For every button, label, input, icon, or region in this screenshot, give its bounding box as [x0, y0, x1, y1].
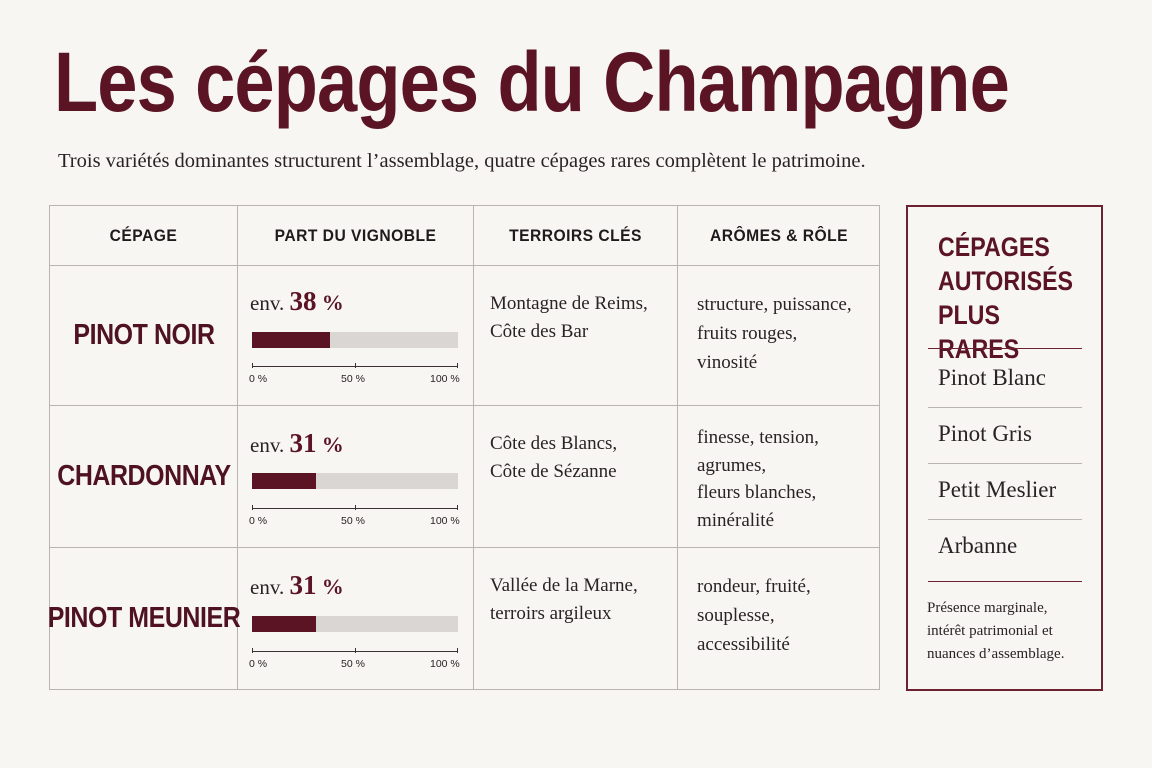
rare-divider [928, 519, 1082, 520]
arome-line: finesse, tension, [697, 427, 819, 448]
arome-line: vinosité [697, 352, 758, 373]
terroirs-cell: Côte des Blancs, Côte de Sézanne [490, 430, 617, 486]
rare-note-line: nuances d’assemblage. [927, 646, 1065, 662]
axis-label-100: 100 % [430, 373, 460, 385]
share-bar-fill [252, 332, 331, 348]
share-label: env. 38 % [250, 286, 470, 317]
grape-table: CÉPAGE PART DU VIGNOBLE TERROIRS CLÉS AR… [47, 205, 880, 690]
rare-divider [928, 581, 1082, 582]
terroir-line: Montagne de Reims, [490, 293, 648, 314]
rare-grapes-panel: CÉPAGES AUTORISÉS PLUS RARES Pinot Blanc… [906, 205, 1103, 691]
share-percent: 31 [289, 428, 317, 458]
share-bar-fill [252, 473, 316, 489]
arome-line: agrumes, [697, 454, 767, 476]
terroir-line: Côte de Sézanne [490, 461, 617, 482]
share-axis: 0 % 50 % 100 % [249, 648, 460, 670]
share-label: env. 31 % [250, 570, 470, 601]
rare-item: Pinot Gris [938, 421, 1032, 446]
terroirs-cell: Montagne de Reims, Côte des Bar [490, 290, 648, 346]
axis-tick [457, 648, 458, 653]
axis-label-50: 50 % [341, 658, 365, 670]
grape-name: CHARDONNAY [57, 460, 231, 492]
axis-tick [252, 363, 253, 368]
table-divider [50, 405, 879, 406]
axis-tick [355, 505, 356, 510]
axis-label-50: 50 % [341, 373, 365, 385]
axis-tick [252, 505, 253, 510]
share-cell: env. 38 % 0 % 50 % 100 % [249, 286, 470, 385]
table-divider [677, 206, 678, 689]
table-divider [237, 206, 238, 689]
arome-line: accessibilité [697, 634, 790, 655]
page-subtitle: Trois variétés dominantes structurent l’… [58, 150, 866, 172]
rare-divider [928, 463, 1082, 464]
header-terroirs: TERROIRS CLÉS [509, 226, 642, 245]
axis-tick [457, 505, 458, 510]
share-unit: % [321, 574, 344, 599]
arome-line: souplesse, [697, 605, 775, 626]
header-part-vignoble: PART DU VIGNOBLE [274, 226, 437, 245]
share-percent: 31 [289, 570, 317, 600]
terroir-line: Côte des Blancs, [490, 433, 618, 454]
axis-label-100: 100 % [430, 658, 460, 670]
share-bar-fill [252, 616, 316, 632]
share-prefix: env. [250, 575, 285, 599]
share-prefix: env. [250, 291, 285, 315]
share-unit: % [321, 290, 344, 315]
axis-label-0: 0 % [249, 373, 268, 385]
rare-divider [928, 407, 1082, 408]
share-bar [252, 332, 458, 348]
rare-item: Pinot Blanc [938, 365, 1046, 390]
share-cell: env. 31 % 0 % 50 % 100 % [249, 570, 470, 670]
share-percent: 38 [289, 286, 317, 316]
axis-tick [355, 648, 356, 653]
axis-tick [457, 363, 458, 368]
rare-note-line: Présence marginale, [927, 600, 1048, 616]
share-unit: % [321, 432, 344, 457]
axis-label-100: 100 % [430, 515, 460, 527]
axis-tick [252, 648, 253, 653]
share-axis: 0 % 50 % 100 % [249, 505, 460, 527]
table-divider [50, 547, 879, 548]
header-aromes: ARÔMES & RÔLE [709, 226, 849, 245]
rare-item: Petit Meslier [938, 477, 1057, 502]
rare-title-line: CÉPAGES [938, 232, 1050, 262]
arome-line: fleurs blanches, [697, 482, 817, 503]
rare-divider [928, 348, 1082, 349]
aromes-cell: structure, puissance, fruits rouges, vin… [697, 290, 852, 377]
share-bar [252, 616, 458, 632]
rare-item: Arbanne [938, 533, 1018, 558]
rare-title-line: AUTORISÉS [938, 266, 1074, 296]
rare-note: Présence marginale, intérêt patrimonial … [927, 597, 1097, 666]
arome-line: structure, puissance, [697, 294, 852, 315]
page-title: Les cépages du Champagne [54, 35, 1010, 129]
table-divider [473, 206, 474, 689]
terroir-line: Vallée de la Marne, [490, 575, 638, 596]
aromes-cell: finesse, tension, agrumes, fleurs blanch… [697, 424, 819, 534]
share-bar [252, 473, 458, 489]
arome-line: fruits rouges, [697, 323, 798, 344]
terroirs-cell: Vallée de la Marne, terroirs argileux [490, 572, 638, 628]
share-axis: 0 % 50 % 100 % [249, 363, 460, 385]
grape-name: PINOT MEUNIER [47, 602, 241, 634]
arome-line: rondeur, fruité, [697, 576, 811, 597]
terroir-line: Côte des Bar [490, 321, 589, 342]
axis-label-0: 0 % [249, 515, 268, 527]
rare-title-line: PLUS RARES [938, 300, 1020, 364]
header-cepage: CÉPAGE [109, 226, 178, 245]
rare-panel-title: CÉPAGES AUTORISÉS PLUS RARES [938, 230, 1076, 366]
rare-note-line: intérêt patrimonial et [927, 623, 1053, 639]
arome-line: minéralité [697, 509, 775, 531]
table-divider [50, 265, 879, 266]
aromes-cell: rondeur, fruité, souplesse, accessibilit… [697, 572, 811, 659]
axis-label-50: 50 % [341, 515, 365, 527]
axis-label-0: 0 % [249, 658, 268, 670]
share-cell: env. 31 % 0 % 50 % 100 % [249, 428, 470, 527]
axis-tick [355, 363, 356, 368]
grape-name: PINOT NOIR [73, 319, 215, 351]
share-label: env. 31 % [250, 428, 470, 459]
share-prefix: env. [250, 433, 285, 457]
terroir-line: terroirs argileux [490, 603, 612, 624]
